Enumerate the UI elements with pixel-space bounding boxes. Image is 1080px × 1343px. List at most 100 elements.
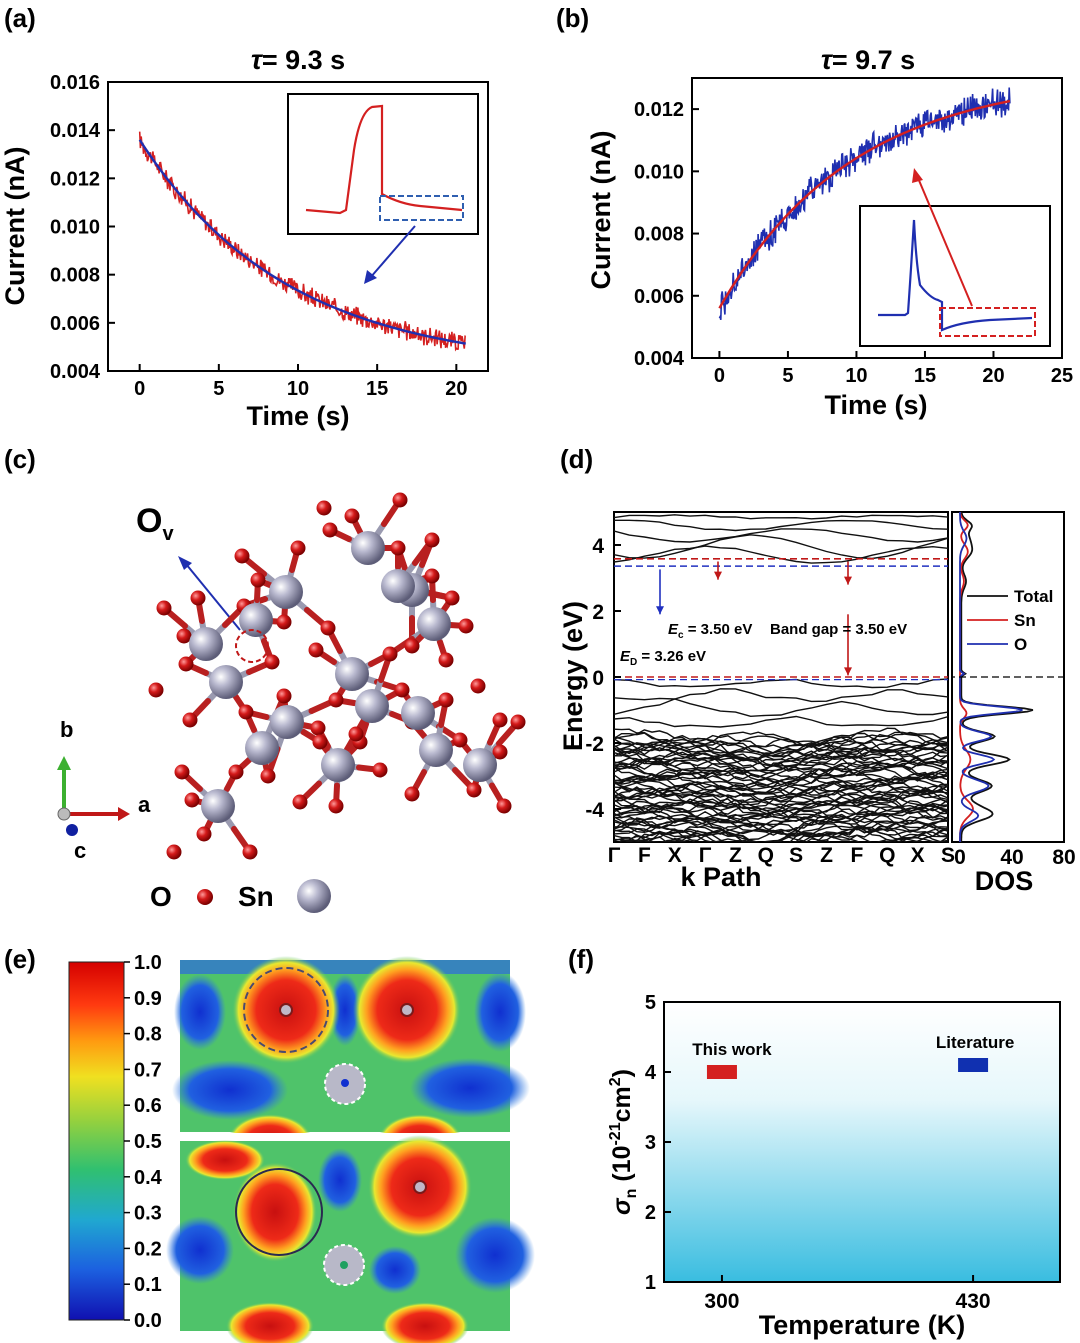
valence-band [614,757,948,778]
tin-atom [381,569,415,603]
colorbar-tick-label: 0.5 [134,1131,162,1153]
panel-a-inset-arrow [369,225,416,279]
oxygen-atom [308,642,324,658]
oxygen-atom [290,540,306,556]
elf-bottom-red-lobe [226,1302,314,1343]
x-tick-label: 5 [782,365,793,387]
oxygen-atom [382,646,398,662]
panel-b-x-ticks: 0 5 10 15 20 25 [714,351,1073,387]
panel-a-label: (a) [4,3,36,33]
panel-f-plot-frame [663,1001,1061,1283]
panel-f-y-ticks: 1 2 3 4 5 [645,992,671,1294]
oxygen-atom [348,726,364,742]
dos-legend-label: O [1014,635,1027,654]
tin-atom [335,657,369,691]
band-y-ticks: -4 -2 0 2 4 [585,535,621,822]
oxygen-atom [176,628,192,644]
panel-b-inset-trace [878,219,1033,332]
elf-bottom-blue-region [455,1217,535,1293]
panel-b: (b) τ= 9.7 s 0.004 0.006 0.008 0.010 0.012 0… [556,3,1073,420]
oxygen-vacancy-circle [235,629,269,663]
x-tick-label: 10 [287,378,309,400]
panel-c: (c) Ov a b c O Sn [4,444,526,913]
oxygen-atom [438,692,454,708]
oxygen-atom [344,508,360,524]
band-lines [614,514,948,842]
panel-f-label: (f) [568,944,594,974]
colorbar-tick-label: 0.6 [134,1095,162,1117]
k-point-label: Q [758,844,774,867]
panel-b-inset-frame [859,205,1051,347]
oxygen-atom [316,500,332,516]
panel-a-x-ticks: 0 5 10 15 20 [134,364,467,400]
x-tick-label: 20 [445,378,467,400]
colorbar-tick-label: 1.0 [134,952,162,974]
ec-arrow-head [714,571,722,580]
elf-bottom-blue-region [369,1246,421,1294]
oxygen-atom [470,678,486,694]
elf-top-dashed-circle [243,967,329,1053]
oxygen-atom [372,762,388,778]
k-point-label: Q [879,844,895,867]
valence-band [614,787,948,812]
valence-band [614,803,948,825]
band-levels [614,558,948,681]
tin-atom [239,603,273,637]
valence-band [625,827,948,842]
oxygen-atom [404,786,420,802]
oxygen-atom [310,720,326,736]
y-tick-label: 0.006 [634,286,684,308]
y-tick-label: 0.008 [50,265,100,287]
oxygen-atom [390,540,406,556]
panel-a-inset-trace [305,104,463,215]
elf-bottom-atom-center [413,1180,427,1194]
panel-a-inset [287,93,479,284]
k-point-label: S [789,844,803,867]
dos-label: DOS [975,866,1034,896]
legend-sn-label: Sn [238,881,274,912]
gap-arrow-up-head [844,576,852,585]
oxygen-atom [328,798,344,814]
elf-separator [180,1133,510,1141]
panel-b-fit-series [718,99,1011,309]
oxygen-atom [182,712,198,728]
panel-a-inset-arrowhead [364,270,377,284]
panel-a-fit-series [138,139,466,345]
tin-atom [269,575,303,609]
tin-atom [417,607,451,641]
tin-atom [209,665,243,699]
y-tick-label: 0.010 [634,161,684,183]
oxygen-atom [238,704,254,720]
panel-b-inset-highlight-box [939,307,1036,337]
elf-bottom-blue-region [166,1216,234,1284]
colorbar-tick-label: 0.7 [134,1059,162,1081]
y-tick-label: 5 [645,992,656,1014]
dos-legend: Total Sn O [967,587,1053,654]
defect-band [614,715,948,728]
data-point-label: This work [692,1040,772,1059]
colorbar-tick-label: 0.4 [134,1167,163,1189]
elf-bottom-red-lobe [185,1140,265,1180]
panel-b-label: (b) [556,3,589,33]
oxygen-atom [196,826,212,842]
panel-c-label: (c) [4,444,36,474]
dos-x-tick-label: 80 [1052,846,1075,869]
panel-b-title: τ= 9.7 s [821,45,915,75]
oxygen-atom [510,714,526,730]
oxygen-atom [276,614,292,630]
y-tick-label: -4 [585,799,604,822]
panel-d-label: (d) [560,444,593,474]
colorbar [68,961,125,1321]
oxygen-atom [242,844,258,860]
conduction-band [614,528,948,543]
colorbar-tick-label: 0.8 [134,1024,162,1046]
ed-annotation: ED = 3.26 eV [620,648,706,668]
k-point-label: Z [729,844,742,867]
oxygen-atom [156,600,172,616]
panel-b-y-ticks: 0.004 0.006 0.008 0.010 0.012 [634,99,699,370]
legend-o-label: O [150,881,172,912]
oxygen-atom [444,590,460,606]
panel-e: (e) 1.0 0.9 0.8 0.7 0.6 0.5 0.4 0.3 0.2 0.1 0.0 [4,944,535,1343]
valence-band [614,774,948,795]
